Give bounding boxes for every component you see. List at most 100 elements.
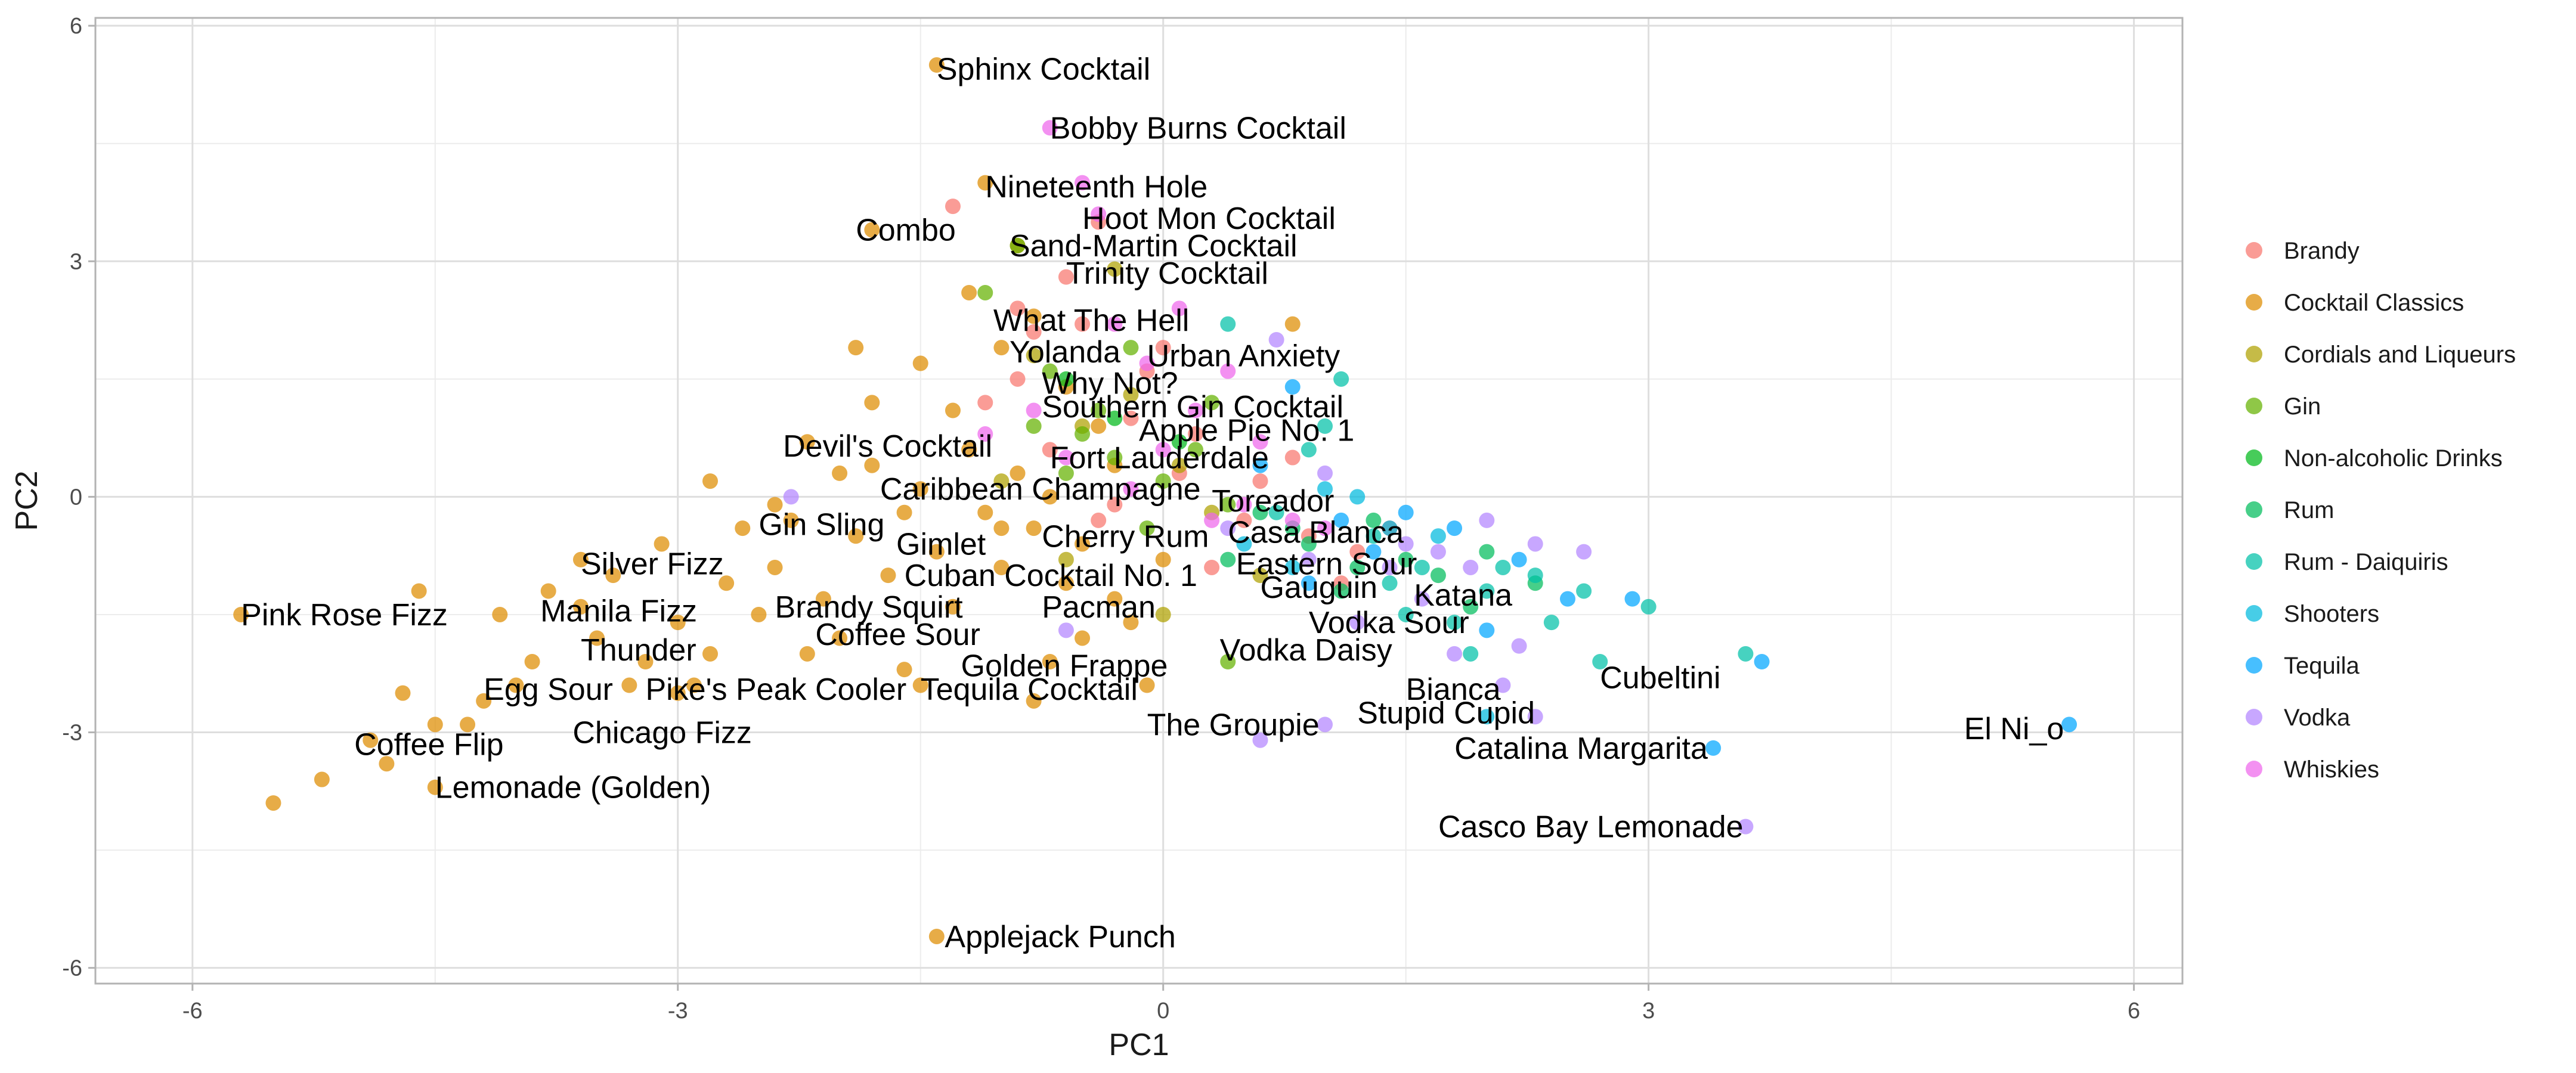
legend-swatch (2246, 501, 2262, 518)
data-point-rum-daiquiris (1268, 504, 1284, 520)
grid-lines (95, 18, 2182, 984)
data-point-vodka (1349, 615, 1366, 631)
data-point-whiskies (1058, 449, 1074, 466)
data-point-rum-daiquiris (1543, 615, 1559, 631)
data-point-brandy (1026, 324, 1042, 340)
data-point-gin (1155, 473, 1171, 489)
data-point-cocktail-classics (945, 598, 961, 615)
data-point-rum-daiquiris (1382, 575, 1398, 591)
data-point-whiskies (1155, 442, 1171, 458)
data-point-tequila (2061, 717, 2077, 733)
point-label: Casa Blanca (1228, 516, 1404, 550)
point-label: Pink Rose Fizz (241, 598, 448, 632)
data-point-brandy (1058, 269, 1074, 285)
data-point-cordials-and-liqueurs (1026, 348, 1042, 364)
data-point-cocktail-classics (1010, 465, 1026, 481)
data-point-tequila (1284, 379, 1301, 395)
legend-swatch (2246, 449, 2262, 466)
data-point-whiskies (1139, 355, 1155, 371)
data-point-cocktail-classics (719, 575, 735, 591)
data-point-gin (1026, 418, 1042, 434)
data-point-whiskies (1091, 206, 1107, 222)
point-label: Silver Fizz (581, 547, 724, 581)
data-point-rum-daiquiris (1495, 559, 1511, 575)
data-point-cocktail-classics (1075, 536, 1091, 552)
data-point-cocktail-classics (993, 520, 1010, 536)
data-point-cocktail-classics (1284, 316, 1301, 332)
data-point-vodka (783, 489, 799, 505)
point-label: Combo (856, 213, 956, 248)
data-point-shooters (1236, 536, 1252, 552)
data-point-cocktail-classics (1042, 489, 1058, 505)
data-point-cocktail-classics (476, 693, 492, 709)
data-point-cocktail-classics (912, 481, 928, 497)
data-point-gin (1107, 449, 1123, 466)
data-point-cocktail-classics (702, 646, 719, 662)
data-point-brandy (1010, 300, 1026, 317)
data-point-rum-daiquiris (1301, 442, 1317, 458)
legend-swatch (2246, 553, 2262, 570)
legend-swatch (2246, 605, 2262, 622)
data-point-cocktail-classics (848, 340, 864, 356)
data-point-cocktail-classics (379, 756, 395, 772)
data-point-cocktail-classics (928, 57, 945, 73)
data-point-cocktail-classics (928, 928, 945, 944)
data-point-cocktail-classics (314, 771, 330, 787)
legend-label: Cocktail Classics (2284, 290, 2464, 316)
point-label: Southern Gin Cocktail (1042, 390, 1343, 424)
data-point-rum-daiquiris (1592, 654, 1608, 669)
legend-swatch (2246, 294, 2262, 311)
data-point-cocktail-classics (751, 606, 767, 622)
data-point-rum-daiquiris (1640, 598, 1657, 615)
data-point-cocktail-classics (605, 567, 621, 584)
point-label: Katana (1414, 578, 1512, 613)
data-point-cordials-and-liqueurs (1123, 387, 1139, 403)
data-point-brandy (1155, 340, 1171, 356)
data-point-tequila (1624, 591, 1640, 607)
point-label: Cuban Cocktail No. 1 (905, 559, 1197, 593)
x-axis-title: PC1 (1109, 1028, 1169, 1062)
point-label: Sphinx Cocktail (937, 52, 1150, 87)
data-point-rum-daiquiris (1479, 583, 1495, 599)
data-point-cocktail-classics (1139, 677, 1155, 693)
data-point-gin (1220, 497, 1236, 513)
data-point-rum (1252, 504, 1268, 520)
data-point-cocktail-classics (492, 606, 508, 622)
x-tick-label: -6 (182, 998, 203, 1024)
y-tick-label: 6 (70, 14, 82, 39)
legend-label: Tequila (2284, 653, 2360, 679)
data-point-cocktail-classics (767, 497, 783, 513)
data-point-brandy (1349, 544, 1366, 560)
data-point-rum (1430, 567, 1446, 584)
data-point-non-alcoholic-drinks (1171, 434, 1187, 450)
legend-swatch (2246, 242, 2262, 259)
data-point-cocktail-classics (670, 615, 686, 631)
data-point-whiskies (1187, 402, 1203, 418)
data-point-gin (1010, 237, 1026, 253)
plot-border (94, 17, 2184, 985)
data-point-cocktail-classics (411, 583, 427, 599)
y-tick-label: 3 (70, 249, 82, 274)
y-tick-label: -6 (62, 956, 82, 981)
point-label: Hoot Mon Cocktail (1082, 201, 1336, 236)
data-point-rum-daiquiris (1463, 646, 1479, 662)
data-point-rum (1463, 598, 1479, 615)
data-point-shooters (1382, 520, 1398, 536)
data-point-rum (1366, 512, 1382, 528)
point-label: The Groupie (1147, 708, 1320, 742)
data-point-cocktail-classics (1123, 615, 1139, 631)
data-point-cocktail-classics (1026, 520, 1042, 536)
point-label: Cubeltini (1600, 660, 1720, 695)
data-point-vodka (1058, 622, 1074, 638)
data-point-cocktail-classics (735, 520, 751, 536)
data-point-whiskies (977, 426, 993, 442)
data-point-shooters (1349, 489, 1366, 505)
data-point-cocktail-classics (427, 779, 443, 795)
data-point-cocktail-classics (1026, 308, 1042, 324)
data-point-cocktail-classics (572, 551, 589, 567)
data-point-tequila (1559, 591, 1575, 607)
data-point-brandy (945, 199, 961, 215)
data-point-brandy (1187, 426, 1203, 442)
y-tick-label: 0 (70, 485, 82, 510)
data-point-rum (1220, 551, 1236, 567)
